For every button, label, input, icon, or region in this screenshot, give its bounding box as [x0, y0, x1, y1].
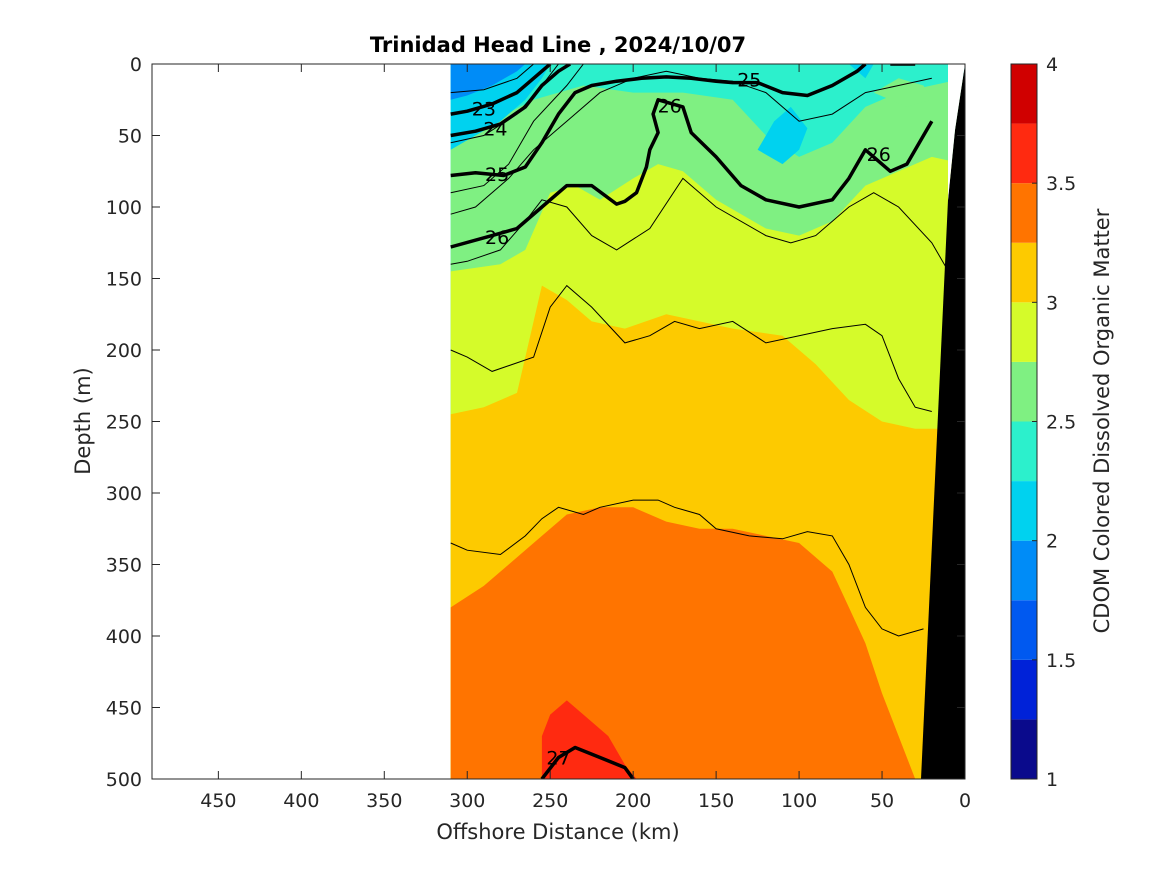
y-tick-label: 300 — [106, 483, 142, 505]
chart-title: Trinidad Head Line , 2024/10/07 — [370, 33, 746, 57]
x-tick-label: 0 — [959, 790, 971, 812]
y-tick-label: 200 — [106, 340, 142, 362]
colorbar-segment — [1011, 242, 1037, 303]
colorbar-tick-label: 4 — [1046, 54, 1058, 76]
y-axis-ticks: 0 50 100 150 200 250 300 350 400 450 500 — [106, 54, 965, 791]
density-contour-thin-6 — [450, 499, 924, 637]
x-tick-label: 300 — [449, 790, 485, 812]
contour-label-2: 25 — [737, 70, 761, 92]
density-contour-bold-1 — [450, 64, 572, 138]
density-contour-thin-3 — [450, 70, 932, 215]
colorbar-label: CDOM Colored Dissolved Organic Matter — [1090, 208, 1114, 633]
colorbar-segment — [1011, 123, 1037, 184]
density-contour-bold-2 — [450, 64, 867, 178]
x-tick-label: 150 — [698, 790, 734, 812]
density-contour-bold-4 — [540, 745, 635, 779]
colorbar-tick-label: 3.5 — [1046, 173, 1076, 195]
density-contour-bold-0 — [450, 64, 552, 116]
y-axis-label: Depth (m) — [71, 367, 95, 474]
x-axis-label: Offshore Distance (km) — [436, 820, 679, 844]
colorbar-segment — [1011, 540, 1037, 601]
colorbar-tick-label: 1.5 — [1046, 650, 1076, 672]
y-tick-label: 500 — [106, 769, 142, 791]
colorbar-segment — [1011, 64, 1037, 124]
y-tick-label: 150 — [106, 269, 142, 291]
x-axis-ticks: 450 400 350 300 250 200 150 100 50 0 — [200, 64, 971, 812]
x-tick-label: 250 — [532, 790, 568, 812]
colorbar-tick-label: 3 — [1046, 292, 1058, 314]
x-tick-label: 350 — [366, 790, 402, 812]
y-tick-label: 100 — [106, 197, 142, 219]
density-contour-thin-2 — [450, 64, 584, 194]
x-tick-label: 50 — [870, 790, 894, 812]
colorbar-segment — [1011, 719, 1037, 779]
colorbar-segment — [1011, 302, 1037, 362]
y-tick-label: 50 — [118, 126, 142, 148]
contour-label-1: 24 — [483, 118, 507, 140]
cdom-patch-3 — [873, 78, 932, 107]
colorbar-tick-label: 2 — [1046, 531, 1058, 553]
x-tick-label: 450 — [200, 790, 236, 812]
y-tick-label: 0 — [130, 54, 142, 76]
contour-label-4: 26 — [658, 95, 682, 117]
cdom-patch-4 — [848, 64, 874, 79]
colorbar-tick-label: 2.5 — [1046, 412, 1076, 434]
cdom-bands — [450, 64, 965, 779]
density-contour-thin-5 — [450, 284, 932, 412]
colorbar-tick-label: 1 — [1046, 769, 1058, 791]
colorbar-segment — [1011, 659, 1037, 720]
cdom-patch-2 — [757, 106, 808, 165]
seafloor-bathymetry — [921, 64, 965, 779]
contour-label-0: 23 — [472, 98, 496, 120]
cdom-band-5 — [541, 700, 637, 779]
contour-label-7: 27 — [546, 748, 570, 770]
colorbar-segment — [1011, 361, 1037, 422]
contour-label-3: 25 — [485, 164, 509, 186]
y-tick-label: 400 — [106, 626, 142, 648]
density-contour-bold-3 — [450, 98, 934, 249]
colorbar-segment — [1011, 481, 1037, 541]
colorbar: 1 1.5 2 2.5 3 3.5 4 — [1010, 54, 1076, 791]
coastal-blank — [948, 64, 965, 200]
x-tick-label: 400 — [283, 790, 319, 812]
contour-label-5: 26 — [867, 144, 891, 166]
y-tick-label: 350 — [106, 555, 142, 577]
density-contour-thin-0 — [450, 64, 534, 94]
x-tick-label: 200 — [615, 790, 651, 812]
contour-label-6: 26 — [485, 227, 509, 249]
colorbar-segment — [1011, 183, 1037, 243]
x-tick-label: 100 — [781, 790, 817, 812]
colorbar-segment — [1011, 600, 1037, 660]
colorbar-segment — [1011, 421, 1037, 482]
y-tick-label: 250 — [106, 412, 142, 434]
y-tick-label: 450 — [106, 698, 142, 720]
